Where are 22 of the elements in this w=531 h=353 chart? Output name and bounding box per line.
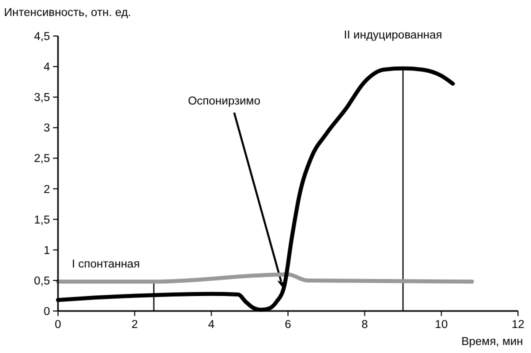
y-tick-label: 1 — [44, 244, 50, 257]
y-tick-label: 4 — [44, 62, 51, 74]
y-tick-label: 0 — [44, 306, 50, 318]
x-tick-label: 0 — [54, 319, 62, 331]
x-tick-label: 2 — [131, 319, 138, 331]
y-tick-label: 0,5 — [34, 275, 50, 288]
annotation: I спонтанная — [72, 258, 140, 271]
y-tick-label: 3 — [44, 122, 50, 135]
y-tick-label: 1,5 — [34, 214, 50, 226]
y-tick-label: 4,5 — [34, 31, 50, 43]
x-tick-label: 10 — [434, 319, 448, 331]
annotation: Оспонирзимо — [188, 96, 260, 108]
y-tick-label: 3,5 — [34, 92, 50, 104]
y-tick-label: 2,5 — [34, 153, 50, 166]
x-tick-label: 8 — [361, 319, 368, 331]
y-axis-title: Интенсивность, отн. ед. — [4, 7, 132, 19]
y-tick-label: 2 — [44, 184, 50, 196]
x-tick-label: 12 — [512, 319, 524, 331]
x-axis-title: Время, мин — [461, 336, 523, 348]
ref-line-label: II индуцированная — [344, 29, 442, 42]
x-tick-label: 6 — [284, 319, 292, 331]
x-tick-label: 4 — [208, 319, 216, 331]
